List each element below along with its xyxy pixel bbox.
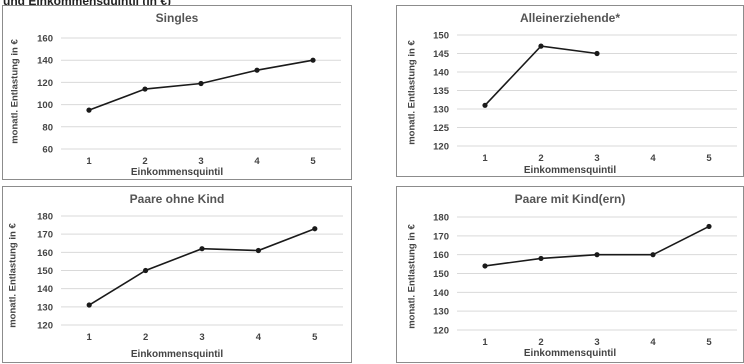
chart-plot: 120 130 140 150 160 170 180 1 2 3 4 5 [37, 212, 343, 343]
x-axis-label: Einkommensquintil [130, 167, 224, 178]
y-tick-label: 180 [433, 213, 449, 224]
data-point [143, 267, 149, 274]
data-point [312, 226, 318, 232]
y-tick-label: 150 [433, 31, 449, 42]
x-tick-label: 2 [538, 153, 543, 164]
x-tick-label: 3 [198, 156, 203, 167]
data-point [594, 50, 600, 57]
chart-panel-singles: Singles monatl. Entlastung in € 60 80 100 1… [2, 5, 352, 180]
y-tick-label: 130 [37, 302, 53, 313]
y-tick-label: 160 [37, 248, 53, 259]
data-point [86, 302, 92, 308]
y-tick-label: 140 [37, 56, 53, 67]
data-point [254, 67, 260, 73]
chart-title: Alleinerziehende* [519, 11, 621, 25]
x-tick-label: 1 [86, 156, 92, 167]
data-point [650, 252, 656, 258]
chart-panel-alleinerziehende: Alleinerziehende* monatl. Entlastung in … [396, 5, 744, 177]
x-tick-label: 3 [199, 332, 204, 343]
chart-title: Paare mit Kind(ern) [514, 192, 626, 206]
y-tick-label: 130 [433, 307, 449, 318]
chart-plot: 120 125 130 135 140 145 150 1 2 3 4 5 [433, 31, 737, 164]
y-tick-label: 125 [433, 123, 450, 134]
x-tick-label: 5 [706, 337, 712, 348]
y-tick-label: 140 [433, 288, 449, 299]
x-tick-label: 5 [312, 332, 318, 343]
x-tick-label: 1 [87, 332, 93, 343]
y-tick-label: 145 [433, 49, 450, 60]
data-point [482, 263, 488, 269]
data-point [255, 247, 261, 254]
y-tick-label: 150 [433, 269, 449, 280]
y-tick-label: 140 [433, 68, 449, 79]
y-tick-label: 140 [37, 284, 53, 295]
x-axis-label: Einkommensquintil [130, 349, 224, 360]
x-tick-label: 2 [142, 156, 147, 167]
x-tick-label: 1 [482, 337, 488, 348]
y-tick-label: 120 [433, 326, 449, 337]
x-tick-label: 4 [256, 332, 262, 343]
data-point [482, 102, 488, 108]
figure-caption: und Einkommensquintil (in €) [3, 0, 171, 8]
x-axis-label: Einkommensquintil [523, 348, 617, 359]
chart-plot: 60 80 100 120 140 160 1 2 3 4 5 [37, 34, 341, 167]
x-tick-label: 4 [254, 156, 260, 167]
x-tick-label: 4 [650, 153, 656, 164]
chart-panel-paare-mit-kind: Paare mit Kind(ern) monatl. Entlastung i… [396, 186, 744, 363]
y-tick-label: 135 [433, 86, 450, 97]
data-point [538, 43, 544, 49]
y-tick-label: 160 [433, 250, 449, 261]
data-point [594, 252, 600, 258]
y-tick-label: 120 [37, 78, 53, 89]
data-point [86, 107, 92, 113]
y-tick-label: 120 [37, 321, 53, 332]
series-line [484, 225, 710, 267]
data-point [538, 255, 544, 262]
x-tick-label: 1 [482, 153, 488, 164]
chart-title: Singles [155, 11, 199, 25]
y-tick-label: 80 [42, 122, 53, 133]
x-tick-label: 4 [650, 337, 656, 348]
data-point [199, 246, 205, 252]
chart-title: Paare ohne Kind [129, 192, 225, 206]
y-tick-label: 170 [433, 231, 449, 242]
chart-panel-paare-ohne-kind: Paare ohne Kind monatl. Entlastung in € … [2, 186, 352, 363]
y-tick-label: 130 [433, 105, 449, 116]
y-tick-label: 170 [37, 230, 53, 241]
data-point [310, 57, 316, 63]
x-tick-label: 2 [538, 337, 543, 348]
chart-plot: 120 130 140 150 160 170 180 1 2 3 4 5 [433, 213, 737, 348]
x-tick-label: 3 [594, 337, 599, 348]
data-point [142, 86, 148, 92]
x-tick-label: 5 [706, 153, 712, 164]
data-point [706, 223, 712, 230]
y-tick-label: 100 [37, 100, 53, 111]
y-tick-label: 160 [37, 34, 53, 45]
series-line [88, 227, 316, 306]
x-tick-label: 3 [594, 153, 599, 164]
y-tick-label: 180 [37, 212, 53, 223]
x-axis-label: Einkommensquintil [523, 165, 617, 176]
x-tick-label: 2 [143, 332, 148, 343]
x-tick-label: 5 [310, 156, 316, 167]
y-tick-label: 150 [37, 266, 53, 277]
y-tick-label: 60 [42, 145, 53, 156]
series-line [484, 45, 598, 106]
y-tick-label: 120 [433, 142, 449, 153]
data-point [198, 80, 204, 87]
